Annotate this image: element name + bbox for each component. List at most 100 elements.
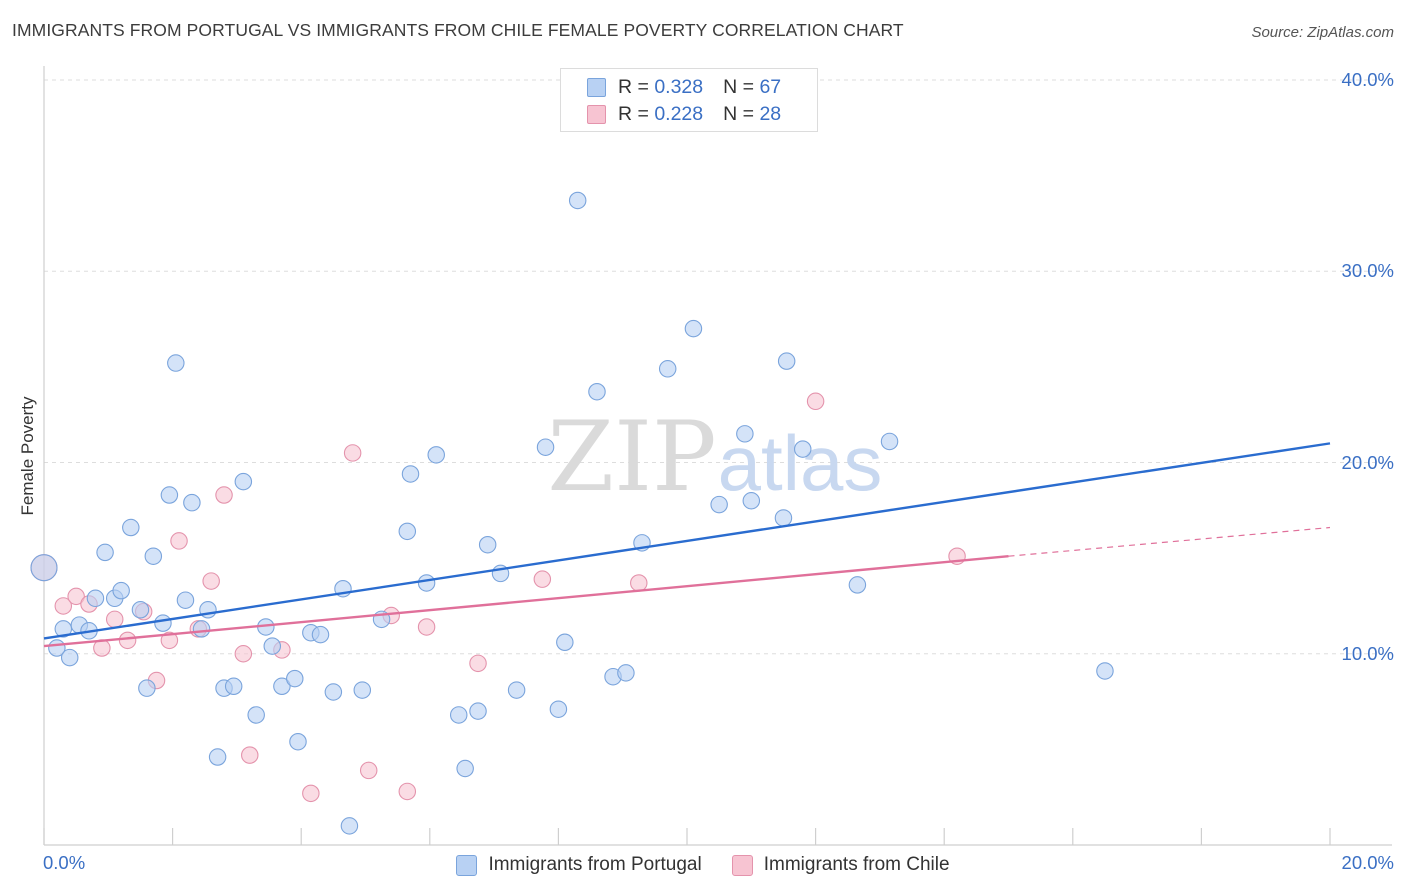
- portugal-point: [549, 700, 568, 718]
- portugal-point: [742, 491, 761, 510]
- portugal-point: [617, 664, 635, 682]
- portugal-point: [507, 681, 526, 699]
- portugal-point: [167, 354, 185, 372]
- portugal-point: [60, 648, 79, 667]
- legend-row-portugal: R = 0.328 N = 67: [587, 74, 781, 100]
- portugal-point: [144, 547, 163, 565]
- portugal-point: [234, 472, 253, 491]
- n-label: N =: [723, 75, 755, 98]
- portugal-point: [286, 669, 304, 688]
- chile-point: [302, 784, 320, 803]
- portugal-point: [848, 576, 867, 594]
- chart-title: IMMIGRANTS FROM PORTUGAL VS IMMIGRANTS F…: [12, 20, 904, 40]
- portugal-point: [398, 522, 417, 541]
- portugal-point: [340, 817, 359, 835]
- chile-point: [67, 587, 85, 606]
- portugal-point: [131, 601, 150, 619]
- chile-point: [170, 532, 188, 550]
- portugal-point: [96, 543, 114, 562]
- chile-swatch: [587, 104, 606, 124]
- watermark: ZIP atlas: [547, 401, 882, 513]
- portugal-point: [86, 589, 105, 608]
- chile-point: [105, 610, 124, 629]
- portugal-point: [449, 706, 468, 724]
- chile-point: [54, 597, 73, 615]
- portugal-point: [880, 432, 899, 451]
- portugal-points: [30, 191, 1114, 835]
- chile-point: [630, 574, 648, 592]
- r-label: R =: [618, 75, 649, 98]
- portugal-point: [427, 446, 445, 464]
- series-legend: Immigrants from Portugal Immigrants from…: [0, 852, 1406, 878]
- portugal-point: [774, 509, 793, 527]
- portugal-point: [684, 319, 703, 338]
- chile-point: [343, 444, 362, 462]
- legend-label-portugal: Immigrants from Portugal: [488, 854, 702, 875]
- chile-point: [469, 654, 487, 673]
- r-label: R =: [618, 102, 649, 125]
- x-tick-label-max: 20.0%: [1341, 852, 1394, 873]
- portugal-point: [456, 759, 474, 778]
- chile-point: [533, 570, 552, 588]
- portugal-point: [192, 620, 211, 638]
- portugal-point: [224, 677, 243, 696]
- trendlines: [43, 442, 1331, 648]
- chile-point: [806, 392, 825, 411]
- portugal-point: [324, 683, 343, 701]
- portugal-point: [247, 706, 265, 724]
- portugal-legend-swatch: [456, 854, 478, 876]
- portugal-point: [311, 625, 330, 644]
- correlation-legend: R = 0.328 N = 67 R = 0.228 N = 28: [560, 68, 818, 132]
- legend-item-portugal: Immigrants from Portugal: [456, 854, 702, 876]
- portugal-trendline: [43, 442, 1331, 640]
- portugal-point: [30, 554, 58, 582]
- portugal-point: [777, 352, 796, 370]
- y-tick-label: 40.0%: [1341, 69, 1394, 90]
- portugal-point: [263, 637, 282, 655]
- chile-point: [215, 486, 233, 504]
- portugal-point: [176, 591, 195, 609]
- y-tick-label: 20.0%: [1341, 451, 1394, 473]
- axes: [43, 66, 1392, 846]
- chile-point: [398, 782, 417, 801]
- portugal-point: [536, 438, 555, 456]
- legend-item-chile: Immigrants from Chile: [731, 854, 950, 876]
- portugal-r-value: 0.328: [654, 75, 704, 98]
- portugal-point: [469, 702, 487, 720]
- gridlines: [44, 79, 1392, 655]
- portugal-point: [273, 677, 291, 696]
- portugal-point: [478, 535, 497, 554]
- chile-point: [359, 761, 378, 780]
- chile-legend-swatch: [731, 854, 753, 876]
- chile-point: [417, 618, 436, 636]
- portugal-n-value: 67: [759, 75, 782, 98]
- portugal-point: [710, 495, 728, 514]
- legend-row-chile: R = 0.228 N = 28: [587, 101, 781, 127]
- source-credit: Source: ZipAtlas.com: [1251, 24, 1394, 41]
- portugal-point: [208, 748, 227, 766]
- legend-label-chile: Immigrants from Chile: [763, 854, 950, 875]
- portugal-point: [154, 614, 172, 632]
- portugal-point: [793, 440, 812, 458]
- portugal-point: [588, 382, 606, 401]
- portugal-point: [183, 493, 201, 512]
- portugal-point: [289, 732, 307, 751]
- chile-trendline: [43, 555, 1009, 648]
- chile-point: [234, 644, 253, 663]
- chile-trendline-extension: [1008, 526, 1331, 557]
- portugal-point: [568, 191, 587, 210]
- chile-point: [118, 631, 137, 650]
- portugal-point: [417, 574, 436, 592]
- chile-point: [241, 746, 259, 764]
- portugal-point: [658, 360, 677, 378]
- portugal-point: [138, 679, 156, 697]
- portugal-point: [122, 518, 140, 537]
- n-label: N =: [723, 102, 755, 125]
- portugal-point: [556, 633, 574, 652]
- portugal-point: [1096, 662, 1114, 680]
- y-tick-label: 10.0%: [1341, 642, 1394, 664]
- portugal-swatch: [587, 77, 606, 97]
- x-tick-label-min: 0.0%: [43, 852, 86, 873]
- y-tick-label: 30.0%: [1341, 260, 1394, 282]
